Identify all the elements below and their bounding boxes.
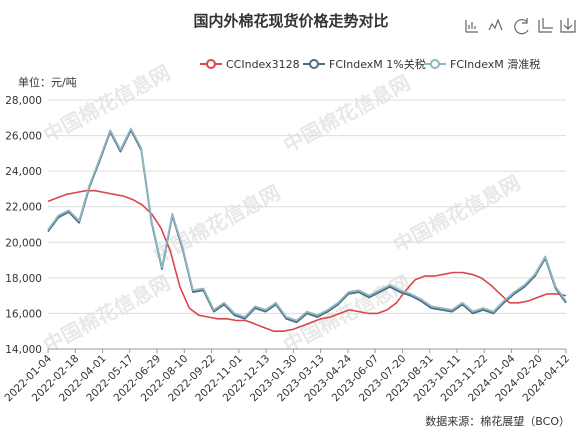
- grid: [48, 99, 566, 350]
- series-line-2[interactable]: [47, 127, 567, 322]
- legend-label[interactable]: FCIndexM 1%关税: [329, 57, 426, 71]
- data-view-icon[interactable]: [465, 20, 478, 33]
- y-tick-label: 20,000: [5, 237, 42, 249]
- legend-marker: [309, 59, 319, 69]
- zoom-icon[interactable]: [538, 18, 553, 33]
- x-axis: 2022-01-042022-02-182022-04-012022-05-17…: [2, 349, 572, 404]
- y-tick-label: 24,000: [5, 166, 42, 178]
- y-axis: 14,000 16,000 18,000 20,000 22,000 24,000 26,0…: [5, 95, 42, 356]
- legend-marker: [206, 59, 216, 69]
- save-image-icon[interactable]: [560, 18, 576, 33]
- y-tick-label: 28,000: [5, 95, 42, 107]
- y-axis-unit-label: 单位：元/吨: [18, 75, 77, 89]
- watermark-text: 中国棉花信息网: [279, 70, 414, 157]
- source-label: 数据来源：棉花展望（BCO）: [425, 414, 570, 428]
- legend: CCIndex3128 FCIndexM 1%关税 FCIndexM 滑准税: [200, 57, 540, 71]
- toolbox: [465, 18, 576, 35]
- series-line-0[interactable]: [47, 189, 567, 333]
- y-tick-label: 18,000: [5, 273, 42, 285]
- y-tick-label: 16,000: [5, 308, 42, 320]
- y-tick-label: 14,000: [5, 344, 42, 356]
- restore-icon[interactable]: [514, 18, 529, 35]
- chart-title: 国内外棉花现货价格走势对比: [193, 12, 388, 30]
- legend-label[interactable]: FCIndexM 滑准税: [450, 57, 540, 71]
- y-tick-label: 26,000: [5, 131, 42, 143]
- line-chart-icon[interactable]: [488, 18, 503, 31]
- watermark-text: 中国棉花信息网: [39, 60, 174, 147]
- series: [47, 127, 567, 333]
- legend-label[interactable]: CCIndex3128: [226, 58, 300, 71]
- legend-marker: [430, 59, 440, 69]
- y-tick-label: 22,000: [5, 202, 42, 214]
- watermark-text: 中国棉花信息网: [389, 170, 524, 257]
